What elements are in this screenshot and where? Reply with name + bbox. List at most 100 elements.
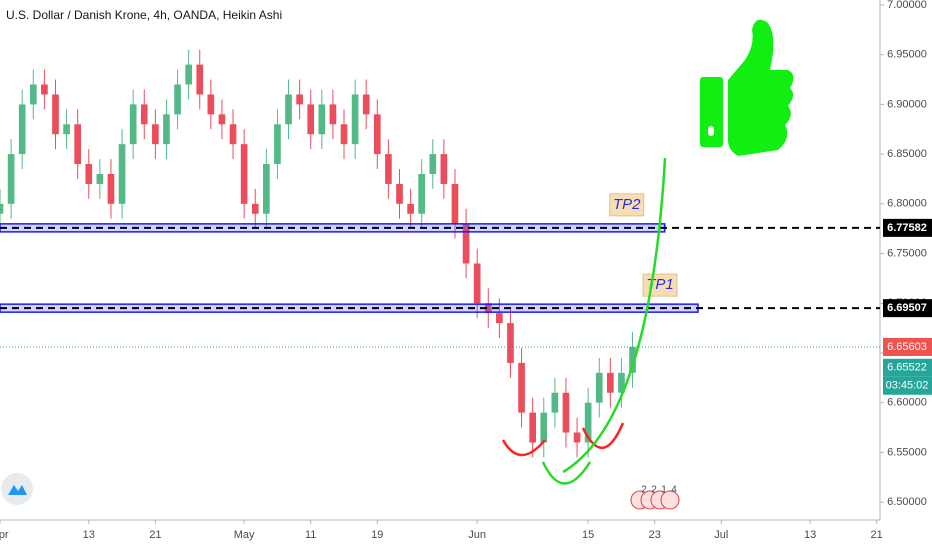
countdown-box [883,376,932,395]
event-marker [660,490,680,510]
candle-body [451,183,459,224]
candle-body [41,84,48,95]
head [541,461,592,485]
event-label: 2 [651,485,657,496]
left-shoulder [501,439,546,457]
candle-body [85,164,93,184]
y-tick-label: 6.55000 [887,446,927,458]
candle-body [96,173,104,184]
candle-body [285,94,292,125]
candle-body [207,94,215,115]
candle-body [129,104,137,145]
level-price: 6.69507 [887,302,927,314]
event-label: 2 [641,485,647,496]
candle-body [0,203,4,214]
y-tick-label: 6.95000 [887,49,927,61]
candle-body [118,144,126,204]
candle-body [307,104,315,135]
y-tick-label: 6.60000 [887,397,927,409]
last-price-label: 6.65603 [887,341,927,353]
event-label: 4 [671,485,677,496]
candle-body [185,64,192,85]
x-tick-label: 23 [649,529,661,541]
candle-body [74,124,82,165]
x-tick-label: 15 [582,529,594,541]
candle-body [529,412,536,443]
candle-body [52,94,59,135]
chart-title: U.S. Dollar / Danish Krone, 4h, OANDA, H… [6,8,282,22]
candle-body [573,432,581,443]
candle-body [385,154,392,184]
candle-body [551,392,559,413]
x-tick-label: 11 [305,529,316,541]
level-price-box [883,299,932,318]
thumbs-up [700,19,794,156]
level-price: 6.77582 [887,222,927,234]
event-label: 1 [661,485,667,496]
candle-body [296,94,303,105]
x-tick-label: 13 [804,529,816,541]
candle-body [152,124,159,145]
candle-body [107,173,115,204]
candle-body [562,392,570,433]
candle-body [263,164,270,214]
countdown-label: 03:45:02 [886,380,929,392]
x-tick-label: 13 [83,529,95,541]
candle-body [251,203,259,214]
y-tick-label: 6.90000 [887,98,927,110]
candle-body [396,183,403,204]
candle-body [63,124,70,135]
level-price-box [883,218,932,237]
candle-body [507,323,514,363]
candle-body [429,154,437,174]
candle-body [362,94,370,115]
candle-body [140,104,148,125]
candle-body [373,114,381,155]
y-tick-label: 6.85000 [887,148,927,160]
candle-body [240,144,248,204]
bid-price-box [883,358,932,377]
candle-body [329,104,337,125]
last-price-box [883,337,932,356]
candle-body [518,362,525,413]
candle-body [496,313,503,324]
candle-body [174,84,181,115]
candle-body [484,303,492,314]
candle-body [462,223,470,264]
bid-price-label: 6.65522 [887,362,927,374]
candle-body [340,124,348,145]
candle-body [418,173,426,214]
candle-body [607,372,614,393]
breakout-curve [562,157,667,474]
candle-body [29,84,37,105]
x-tick-label: 19 [371,529,383,541]
candle-body [196,64,204,95]
candle-body [595,372,603,403]
x-tick-label: May [234,529,255,541]
candle-body [274,124,281,165]
level-tag-box [609,193,645,217]
y-tick-label: 7.00000 [887,0,927,11]
y-tick-label: 6.50000 [887,496,927,508]
x-tick-label: 21 [149,529,161,541]
x-tick-label: Apr [0,529,9,541]
x-tick-label: Jul [714,529,728,541]
candle-body [318,104,326,135]
x-tick-label: 21 [871,529,883,541]
y-tick-label: 6.75000 [887,247,927,259]
logo [1,473,33,505]
candle-body [7,154,15,204]
x-tick-label: Jun [468,529,486,541]
candle-body [351,94,359,145]
candle-body [629,346,636,373]
candle-body [218,114,226,125]
candle-body [163,114,170,145]
candle-body [18,104,26,155]
candle-body [540,412,548,443]
candle-body [440,154,448,184]
candle-body [584,402,592,443]
candle-body [473,263,481,304]
candle-body [407,203,414,214]
y-tick-label: 6.80000 [887,198,927,210]
